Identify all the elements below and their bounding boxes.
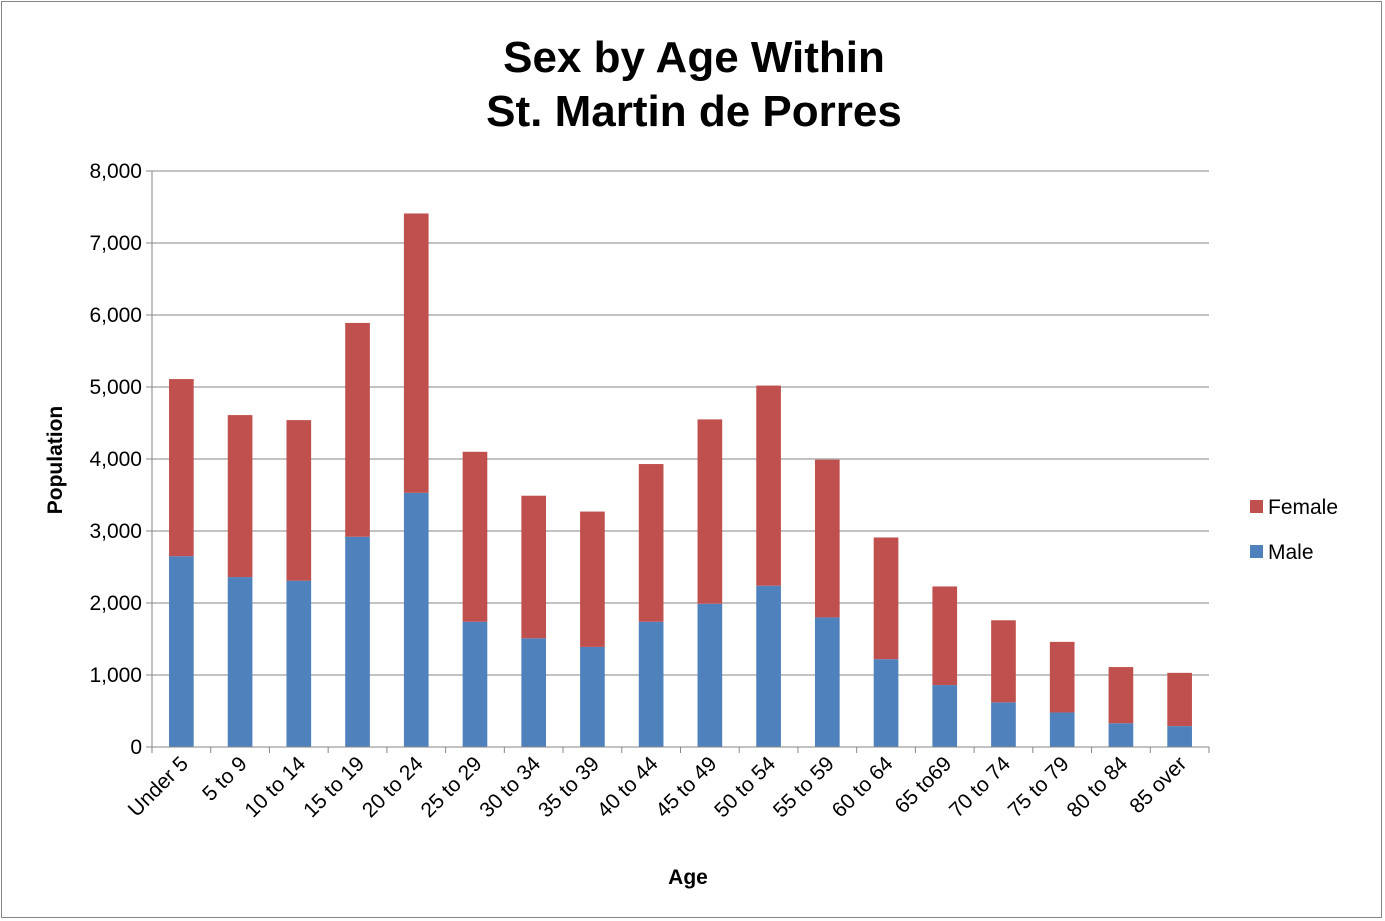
x-tick-label: 55 to 59 xyxy=(769,752,839,822)
bar-female-11 xyxy=(815,460,840,618)
bar-female-9 xyxy=(698,419,723,603)
y-tick-labels: 0 1,000 2,000 3,000 4,000 5,000 6,000 7,000 8,00… xyxy=(89,160,142,759)
x-tick-label: 45 to 49 xyxy=(651,752,721,822)
bar-female-12 xyxy=(874,537,899,659)
y-tick-label: 8,000 xyxy=(89,160,142,183)
bar-male-1 xyxy=(228,577,253,747)
x-tick-label: 60 to 64 xyxy=(828,752,898,822)
x-tick-label: 15 to 19 xyxy=(299,752,369,822)
bar-female-10 xyxy=(756,386,781,586)
bar-female-3 xyxy=(345,323,370,537)
bar-female-8 xyxy=(639,464,664,622)
y-tick-label: 4,000 xyxy=(89,448,142,471)
legend-swatch-female xyxy=(1250,500,1263,513)
bar-male-2 xyxy=(286,581,311,747)
bar-male-12 xyxy=(874,659,899,747)
chart-title-line2: St. Martin de Porres xyxy=(486,87,902,136)
bars xyxy=(169,213,1192,747)
bar-female-2 xyxy=(286,420,311,581)
x-tick-label: 30 to 34 xyxy=(475,752,545,822)
bar-male-15 xyxy=(1050,712,1075,747)
x-tick-label: 35 to 39 xyxy=(534,752,604,822)
y-tick-label: 7,000 xyxy=(89,232,142,255)
bar-male-8 xyxy=(639,622,664,747)
bar-male-3 xyxy=(345,537,370,747)
bar-female-17 xyxy=(1167,673,1192,726)
bar-male-0 xyxy=(169,556,194,747)
y-tick-label: 1,000 xyxy=(89,664,142,687)
bar-female-0 xyxy=(169,379,194,556)
bar-female-1 xyxy=(228,415,253,577)
y-tick-label: 5,000 xyxy=(89,376,142,399)
bar-male-11 xyxy=(815,617,840,747)
bar-female-6 xyxy=(521,496,546,639)
x-tick-label: Under 5 xyxy=(124,752,193,821)
x-axis-title: Age xyxy=(668,866,708,889)
bar-female-5 xyxy=(463,452,488,622)
y-tick-label: 2,000 xyxy=(89,592,142,615)
x-tick-label: 80 to 84 xyxy=(1063,752,1133,822)
bar-female-7 xyxy=(580,512,605,647)
bar-female-14 xyxy=(991,620,1016,702)
bar-male-7 xyxy=(580,647,605,747)
bar-female-13 xyxy=(932,586,957,685)
x-tick-label: 70 to 74 xyxy=(945,752,1015,822)
bar-male-4 xyxy=(404,493,429,747)
bar-male-14 xyxy=(991,702,1016,747)
legend-label-male: Male xyxy=(1268,541,1314,564)
x-tick-label: 85 over xyxy=(1125,752,1191,818)
chart-title-line1: Sex by Age Within xyxy=(503,33,885,82)
bar-female-4 xyxy=(404,213,429,492)
bar-male-5 xyxy=(463,622,488,747)
y-tick-label: 6,000 xyxy=(89,304,142,327)
legend-label-female: Female xyxy=(1268,496,1338,519)
bar-male-9 xyxy=(698,604,723,747)
legend-swatch-male xyxy=(1250,545,1263,558)
bar-female-15 xyxy=(1050,642,1075,713)
x-tick-label: 5 to 9 xyxy=(198,752,251,805)
x-tick-label: 25 to 29 xyxy=(417,752,487,822)
bar-female-16 xyxy=(1109,667,1134,723)
bar-male-16 xyxy=(1109,723,1134,747)
legend: Female Male xyxy=(1250,496,1338,564)
bar-male-17 xyxy=(1167,726,1192,747)
x-tick-label: 50 to 54 xyxy=(710,752,780,822)
bar-male-6 xyxy=(521,638,546,747)
x-tick-label: 20 to 24 xyxy=(358,752,428,822)
y-axis-title: Population xyxy=(44,406,67,515)
y-tick-label: 0 xyxy=(130,736,142,759)
x-tick-label: 75 to 79 xyxy=(1004,752,1074,822)
bar-male-13 xyxy=(932,685,957,747)
bar-male-10 xyxy=(756,586,781,747)
x-tick-label: 10 to 14 xyxy=(240,752,310,822)
x-tick-label: 40 to 44 xyxy=(593,752,663,822)
y-tick-label: 3,000 xyxy=(89,520,142,543)
